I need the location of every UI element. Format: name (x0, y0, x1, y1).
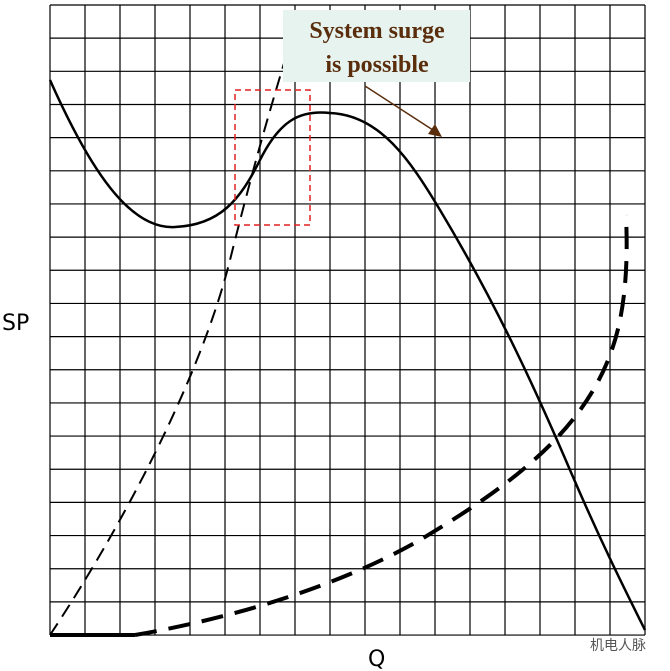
surge-zone (234, 89, 311, 226)
annotation-arrowhead (428, 124, 442, 137)
annotation-text: System surge (309, 18, 445, 44)
annotation-box (283, 10, 470, 82)
annotation-arrow (364, 85, 437, 133)
grid (49, 4, 646, 636)
system-curve-steep (49, 59, 286, 636)
annotation-text: is possible (325, 52, 429, 78)
fan-curve (48, 79, 647, 631)
x-axis-label: Q (368, 647, 385, 671)
watermark: 机电人脉 (590, 638, 646, 654)
y-axis-label: SP (2, 311, 29, 336)
system-curve-flat (134, 214, 629, 637)
